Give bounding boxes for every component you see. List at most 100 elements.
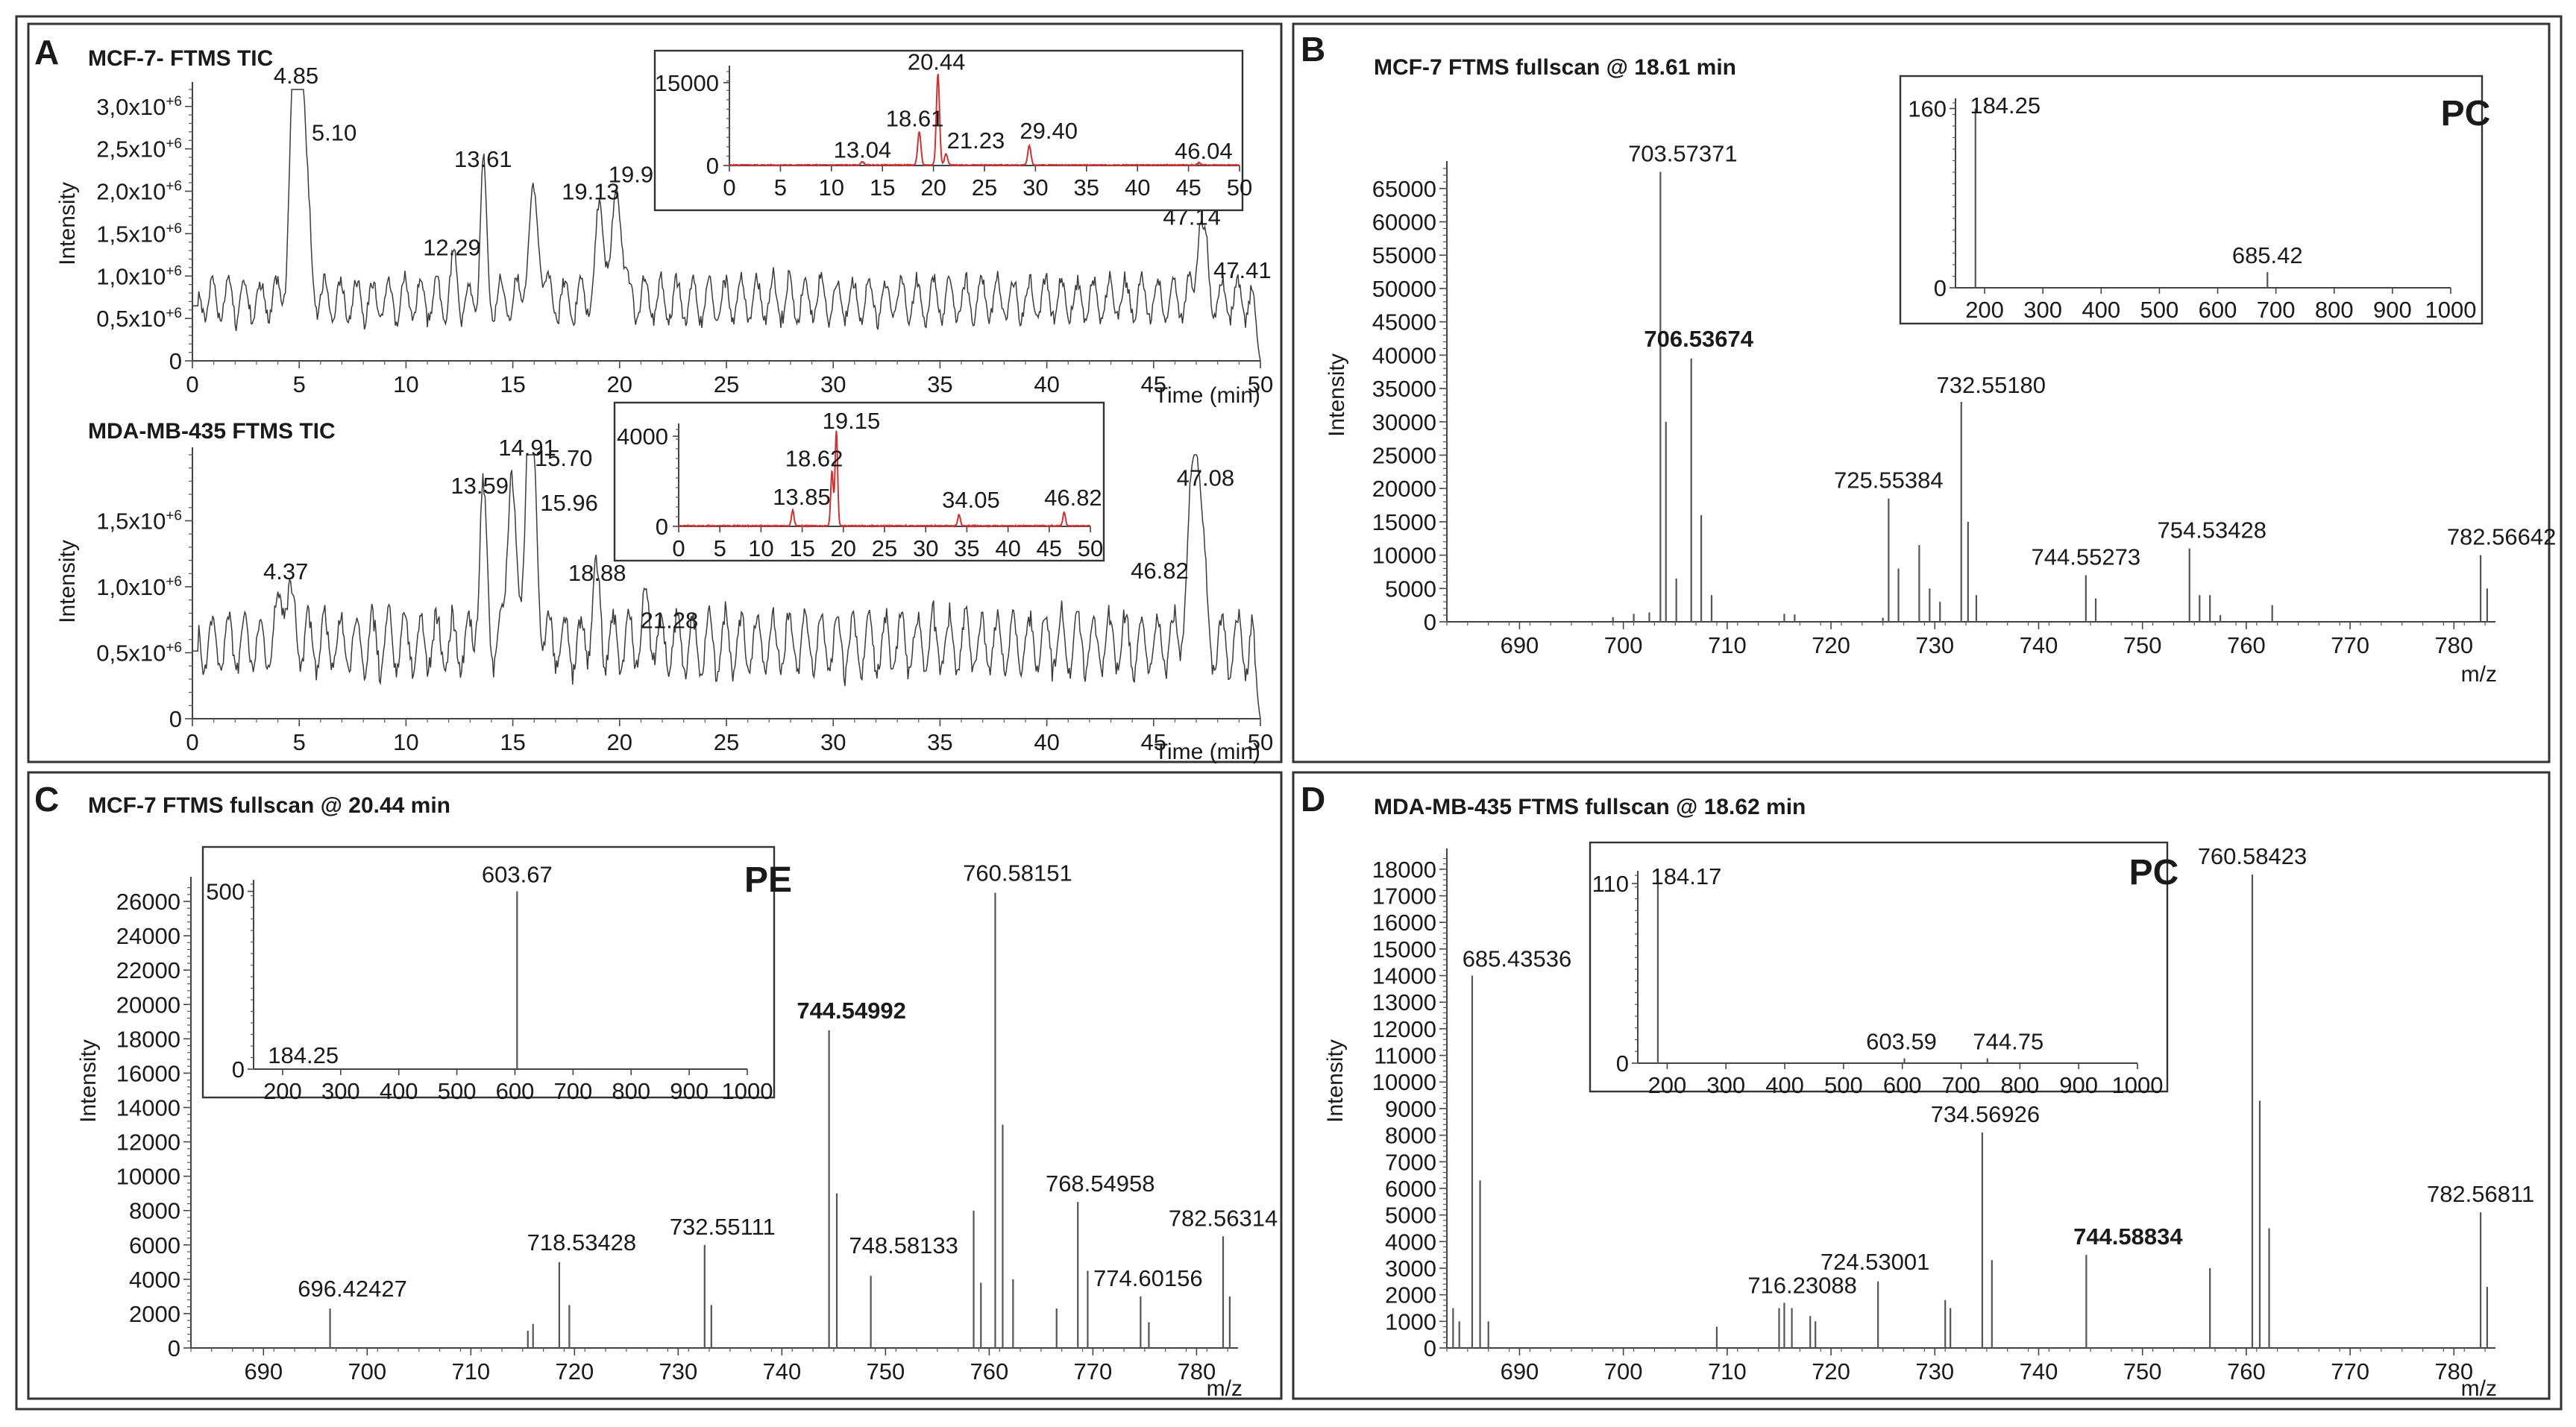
inset-x-tick-label: 700: [1942, 1072, 1981, 1098]
lipid-class-label: PE: [744, 860, 792, 900]
y-tick-label: 11000: [1374, 1043, 1436, 1069]
inset-x-tick-label: 0: [672, 535, 685, 561]
chart-a2: 0 0,5x10+6 1,0x10+6 1,5x10+6 0 5 10 15 20 25 30 35 4…: [55, 401, 1273, 764]
inset-x-tick-label: 900: [670, 1078, 709, 1104]
spectrum-peak-label: 706.53674: [1644, 326, 1753, 352]
peak-label: 21.28: [641, 607, 699, 633]
x-tick-label: 20: [607, 371, 632, 397]
y-tick-label: 16000: [116, 1060, 180, 1086]
lipid-class-label: PC: [2129, 853, 2179, 892]
inset-x-tick-label: 45: [1037, 535, 1062, 561]
inset-x-tick-label: 1000: [2425, 297, 2477, 323]
inset-x-tick-label: 40: [1125, 174, 1150, 201]
y-tick-label: 2000: [1385, 1282, 1436, 1308]
y-tick-label: 1000: [1385, 1308, 1436, 1335]
peak-label: 12.29: [423, 235, 481, 261]
inset-y-tick-label: 0: [1616, 1050, 1629, 1077]
x-tick-label: 770: [2331, 1358, 2369, 1385]
x-tick-label: 700: [1604, 632, 1643, 658]
inset-x-tick-label: 400: [2082, 297, 2120, 323]
inset-x-tick-label: 10: [748, 535, 773, 561]
y-tick-label: 20000: [116, 992, 180, 1018]
panel-frame-c: [27, 771, 1283, 1400]
panel-title-a2: MDA-MB-435 FTMS TIC: [88, 419, 336, 444]
spectrum-peak-label: 696.42427: [298, 1276, 407, 1302]
inset-peak-label: 46.04: [1175, 138, 1233, 164]
inset-x-tick-label: 30: [1022, 174, 1048, 201]
panel-letter-c: C: [34, 780, 59, 819]
y-tick-label: 1,0x10+6: [96, 263, 182, 289]
x-tick-label: 690: [1501, 632, 1539, 658]
y-tick-label: 7000: [1385, 1149, 1436, 1175]
inset-trace: [729, 74, 1240, 168]
y-tick-label: 14000: [1372, 963, 1436, 989]
inset-frame: [1899, 75, 2484, 325]
x-tick-label: 770: [2331, 632, 2369, 658]
spectrum-peak-label: 718.53428: [527, 1229, 637, 1256]
inset-x-tick-label: 500: [2140, 297, 2179, 323]
x-tick-label: 780: [1178, 1358, 1216, 1385]
panel-letter-b: B: [1301, 30, 1325, 69]
x-tick-label: 770: [1074, 1358, 1113, 1385]
inset-x-tick-label: 40: [995, 535, 1020, 561]
spectrum-peak-label: 782.56811: [2427, 1181, 2534, 1207]
spectrum-peak-label: 782.56642: [2447, 524, 2557, 550]
inset-x-tick-label: 45: [1175, 174, 1201, 201]
inset-y-tick-label: 160: [1908, 96, 1947, 122]
spectrum-peak-label: 732.55180: [1937, 372, 2046, 398]
panel-letter-a: A: [34, 33, 59, 72]
spectrum-peak-label: 774.60156: [1093, 1265, 1203, 1291]
peak-label: 47.08: [1177, 465, 1235, 491]
spectrum-peak-label: 744.54992: [797, 998, 906, 1024]
x-tick-label: 0: [186, 729, 198, 755]
y-tick-label: 3,0x10+6: [96, 94, 182, 120]
spectrum-peak-label: 754.53428: [2157, 517, 2266, 544]
y-tick-label: 9000: [1385, 1096, 1436, 1122]
peak-label: 15.96: [540, 490, 598, 516]
y-tick-label: 45000: [1372, 309, 1436, 336]
x-tick-label: 690: [244, 1358, 283, 1385]
spectrum-peak-label: 744.55273: [2032, 544, 2141, 570]
inset-y-tick-label: 4000: [617, 423, 668, 450]
x-tick-label: 780: [2434, 1358, 2473, 1385]
peak-label: 18.88: [568, 560, 626, 586]
y-tick-label: 35000: [1372, 376, 1436, 402]
peak-label: 15.70: [535, 445, 593, 471]
inset-peak-label: 13.04: [834, 137, 892, 163]
y-tick-label: 1,0x10+6: [96, 574, 182, 600]
y-axis-title: Intensity: [76, 1039, 101, 1123]
inset-x-tick-label: 300: [321, 1078, 360, 1104]
chart-b: 0500010000150002000025000300003500040000…: [1325, 75, 2557, 687]
y-tick-label: 14000: [116, 1094, 180, 1121]
inset-x-tick-label: 800: [612, 1078, 650, 1104]
panel-title-c: MCF-7 FTMS fullscan @ 20.44 min: [88, 793, 450, 818]
x-axis-title: Time (min): [1155, 740, 1260, 764]
inset-x-tick-label: 35: [954, 535, 979, 561]
inset-frame: [201, 845, 776, 1099]
spectrum-peak-label: 768.54958: [1046, 1171, 1155, 1197]
y-tick-label: 26000: [116, 889, 180, 915]
x-axis-title: Time (min): [1155, 383, 1260, 408]
x-tick-label: 760: [2227, 632, 2266, 658]
x-tick-label: 0: [186, 371, 198, 397]
x-tick-label: 720: [1812, 1358, 1850, 1385]
inset-x-tick-label: 50: [1078, 535, 1103, 561]
y-tick-label: 40000: [1372, 342, 1436, 368]
inset-peak-label: 184.17: [1651, 863, 1722, 889]
y-tick-label: 1,5x10+6: [96, 508, 182, 535]
y-tick-label: 17000: [1372, 883, 1436, 910]
x-tick-label: 35: [927, 729, 952, 755]
peak-label: 19.13: [562, 178, 620, 204]
x-tick-label: 50: [1248, 729, 1273, 755]
peak-label: 13.61: [454, 146, 512, 172]
y-tick-label: 10000: [1372, 543, 1436, 569]
inset-x-tick-label: 20: [831, 535, 856, 561]
x-tick-label: 710: [1708, 1358, 1747, 1385]
x-tick-label: 40: [1034, 729, 1059, 755]
inset-peak-label: 18.61: [886, 106, 944, 132]
peak-label: 13.59: [450, 473, 509, 499]
inset-peak-label: 21.23: [947, 127, 1005, 154]
inset-peak-label: 603.59: [1866, 1028, 1937, 1054]
x-tick-label: 720: [1812, 632, 1850, 658]
